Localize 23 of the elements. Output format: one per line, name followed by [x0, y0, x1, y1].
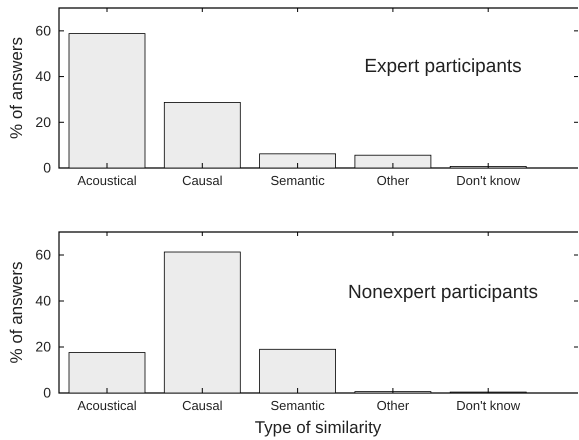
- y-axis-title: % of answers: [7, 261, 26, 364]
- x-tick-label: Don't know: [456, 398, 521, 414]
- y-axis-title: % of answers: [7, 36, 26, 140]
- y-tick-label: 40: [35, 68, 52, 84]
- y-tick-label: 40: [35, 292, 52, 308]
- y-tick-label: 60: [35, 246, 52, 262]
- x-tick-label: Causal: [182, 173, 223, 188]
- x-tick-label: Acoustical: [77, 398, 137, 414]
- x-tick-label: Semantic: [270, 173, 326, 188]
- x-tick-label: Causal: [182, 398, 223, 414]
- text: Nonexpert participants: [348, 282, 538, 303]
- x-tick-label: Acoustical: [77, 173, 137, 188]
- x-tick-label: Don't know: [456, 173, 521, 188]
- x-tick-label: Other: [376, 173, 410, 188]
- y-tick-label: 0: [43, 159, 52, 176]
- x-axis-title: Type of similarity: [254, 418, 382, 437]
- text: Expert participants: [364, 56, 522, 77]
- y-tick-label: 0: [43, 384, 52, 400]
- x-tick-label: Semantic: [270, 398, 326, 414]
- y-tick-label: 20: [35, 114, 52, 130]
- y-tick-label: 20: [35, 338, 52, 354]
- x-tick-label: Other: [376, 398, 410, 414]
- y-tick-label: 60: [35, 22, 52, 38]
